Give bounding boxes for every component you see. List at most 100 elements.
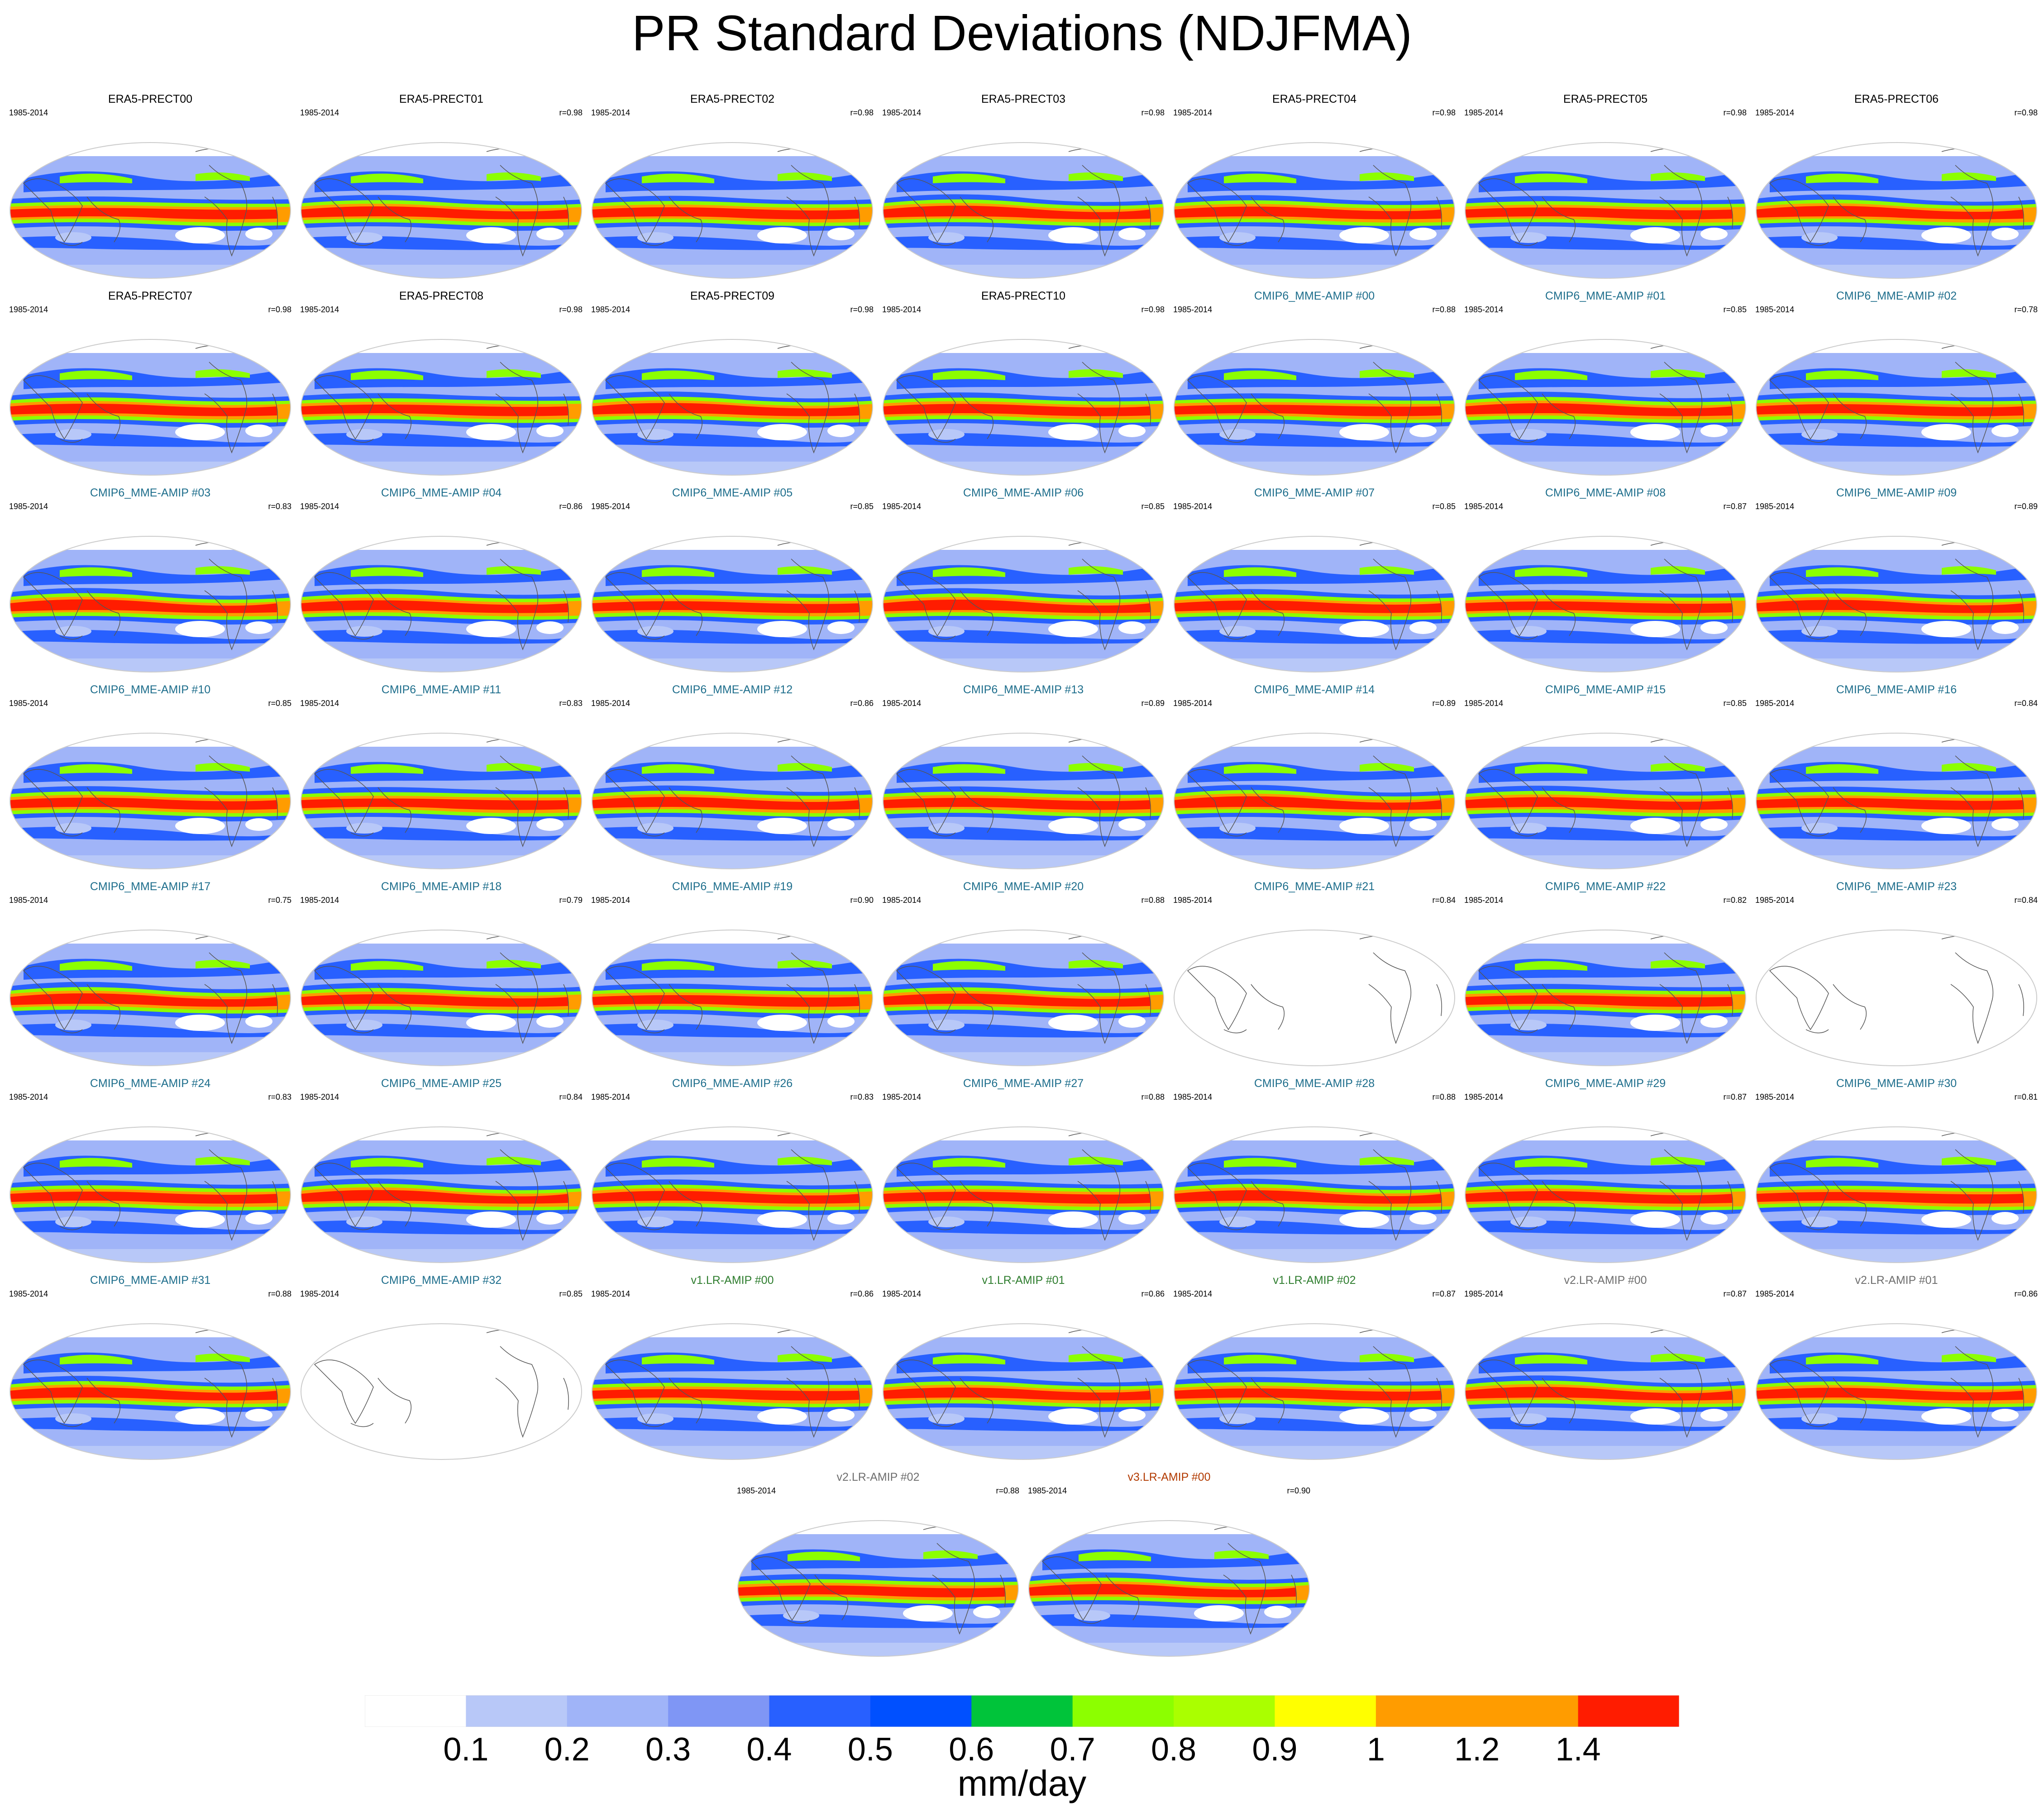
coastline-outline — [1478, 148, 1733, 257]
panel-period: 1985-2014 — [1173, 1289, 1213, 1298]
map-panel: CMIP6_MME-AMIP #17 1985-2014 r=0.75 — [5, 880, 295, 1070]
map-field — [1756, 733, 2037, 869]
colorbar-swatch — [567, 1695, 669, 1727]
map-panel: CMIP6_MME-AMIP #24 1985-2014 r=0.83 — [5, 1077, 295, 1267]
panel-period: 1985-2014 — [882, 699, 922, 708]
panel-period: 1985-2014 — [1173, 305, 1213, 314]
map-plot — [1756, 930, 2037, 1066]
panel-period: 1985-2014 — [9, 1289, 48, 1298]
panel-title: CMIP6_MME-AMIP #21 — [1254, 880, 1375, 893]
map-plot — [301, 1126, 582, 1263]
colorbar-swatch — [870, 1695, 972, 1727]
map-plot — [1756, 142, 2037, 279]
panel-period: 1985-2014 — [9, 699, 48, 708]
panel-title: CMIP6_MME-AMIP #25 — [381, 1077, 502, 1090]
panel-period: 1985-2014 — [300, 699, 339, 708]
map-panel: CMIP6_MME-AMIP #30 1985-2014 r=0.81 — [1752, 1077, 2041, 1267]
map-field — [10, 733, 291, 869]
panel-title: v3.LR-AMIP #00 — [1127, 1471, 1211, 1483]
panel-correlation: r=0.85 — [268, 699, 291, 708]
map-plot — [1028, 1520, 1310, 1657]
panel-period: 1985-2014 — [9, 1092, 48, 1102]
map-panel: ERA5-PRECT01 1985-2014 r=0.98 — [296, 93, 586, 283]
map-field — [592, 1324, 873, 1459]
map-panel: ERA5-PRECT03 1985-2014 r=0.98 — [879, 93, 1168, 283]
map-panel: v3.LR-AMIP #00 1985-2014 r=0.90 — [1024, 1471, 1314, 1661]
map-panel: CMIP6_MME-AMIP #06 1985-2014 r=0.85 — [879, 486, 1168, 677]
map-plot — [10, 733, 291, 869]
map-panel: CMIP6_MME-AMIP #11 1985-2014 r=0.83 — [296, 683, 586, 873]
panel-correlation: r=0.89 — [1432, 699, 1456, 708]
panel-correlation: r=0.98 — [268, 305, 291, 314]
map-plot — [10, 1126, 291, 1263]
map-field — [1756, 339, 2037, 475]
panel-correlation: r=0.89 — [2014, 502, 2038, 511]
panel-title: ERA5-PRECT06 — [1854, 93, 1939, 105]
panel-title: CMIP6_MME-AMIP #23 — [1836, 880, 1957, 893]
map-plot — [592, 536, 873, 672]
map-plot — [1465, 536, 1746, 672]
panel-period: 1985-2014 — [591, 108, 630, 117]
map-panel: ERA5-PRECT07 1985-2014 r=0.98 — [5, 290, 295, 480]
panel-correlation: r=0.85 — [1723, 699, 1747, 708]
map-plot — [1174, 1126, 1455, 1263]
panel-title: CMIP6_MME-AMIP #31 — [90, 1274, 211, 1287]
panel-period: 1985-2014 — [1755, 1289, 1795, 1298]
panel-period: 1985-2014 — [1173, 108, 1213, 117]
colorbar-swatch — [1578, 1695, 1679, 1727]
map-field — [1465, 1324, 1746, 1459]
map-plot — [301, 339, 582, 476]
map-plot — [592, 142, 873, 279]
panel-correlation: r=0.86 — [850, 1289, 874, 1298]
coastline-outline — [1187, 935, 1442, 1044]
panel-correlation: r=0.84 — [1432, 896, 1456, 905]
map-field — [1756, 536, 2037, 672]
panel-period: 1985-2014 — [9, 502, 48, 511]
map-field — [592, 1127, 873, 1263]
map-plot — [592, 930, 873, 1066]
panel-title: CMIP6_MME-AMIP #09 — [1836, 486, 1957, 499]
panel-title: v1.LR-AMIP #02 — [1273, 1274, 1356, 1287]
map-panel: CMIP6_MME-AMIP #26 1985-2014 r=0.83 — [587, 1077, 877, 1267]
map-panel: v2.LR-AMIP #00 1985-2014 r=0.87 — [1461, 1274, 1750, 1464]
panel-correlation: r=0.83 — [268, 1092, 291, 1102]
map-field — [883, 339, 1164, 475]
coastline-outline — [1187, 1132, 1442, 1241]
map-field — [1174, 339, 1455, 475]
panel-title: CMIP6_MME-AMIP #29 — [1545, 1077, 1666, 1090]
panel-title: CMIP6_MME-AMIP #16 — [1836, 683, 1957, 696]
map-plot — [1174, 536, 1455, 672]
map-plot — [883, 536, 1164, 672]
map-panel: CMIP6_MME-AMIP #19 1985-2014 r=0.90 — [587, 880, 877, 1070]
map-plot — [301, 1323, 582, 1460]
panel-title: ERA5-PRECT00 — [108, 93, 193, 105]
panel-period: 1985-2014 — [1755, 699, 1795, 708]
panel-correlation: r=0.84 — [2014, 896, 2038, 905]
colorbar-tick-label: 1.4 — [1555, 1731, 1601, 1768]
panel-correlation: r=0.75 — [268, 896, 291, 905]
map-plot — [883, 733, 1164, 869]
panel-period: 1985-2014 — [1755, 502, 1795, 511]
map-panel: CMIP6_MME-AMIP #20 1985-2014 r=0.88 — [879, 880, 1168, 1070]
panel-period: 1985-2014 — [1755, 1092, 1795, 1102]
map-plot — [10, 930, 291, 1066]
panel-correlation: r=0.78 — [2014, 305, 2038, 314]
map-field — [883, 1324, 1164, 1459]
map-panel: ERA5-PRECT05 1985-2014 r=0.98 — [1461, 93, 1750, 283]
panel-title: ERA5-PRECT01 — [399, 93, 484, 105]
colorbar-swatch — [1174, 1695, 1275, 1727]
map-field — [301, 1127, 582, 1263]
panel-period: 1985-2014 — [1464, 1092, 1504, 1102]
figure-title: PR Standard Deviations (NDJFMA) — [632, 5, 1412, 61]
panel-period: 1985-2014 — [1173, 1092, 1213, 1102]
panel-period: 1985-2014 — [737, 1486, 776, 1495]
map-field — [883, 733, 1164, 869]
panel-title: ERA5-PRECT07 — [108, 290, 193, 302]
map-plot — [1465, 1323, 1746, 1460]
map-plot — [592, 1323, 873, 1460]
map-plot — [1756, 1126, 2037, 1263]
colorbar-tick-label: 0.4 — [746, 1731, 792, 1768]
map-panel: CMIP6_MME-AMIP #29 1985-2014 r=0.87 — [1461, 1077, 1750, 1267]
colorbar — [365, 1695, 1679, 1727]
map-panel: CMIP6_MME-AMIP #10 1985-2014 r=0.85 — [5, 683, 295, 873]
